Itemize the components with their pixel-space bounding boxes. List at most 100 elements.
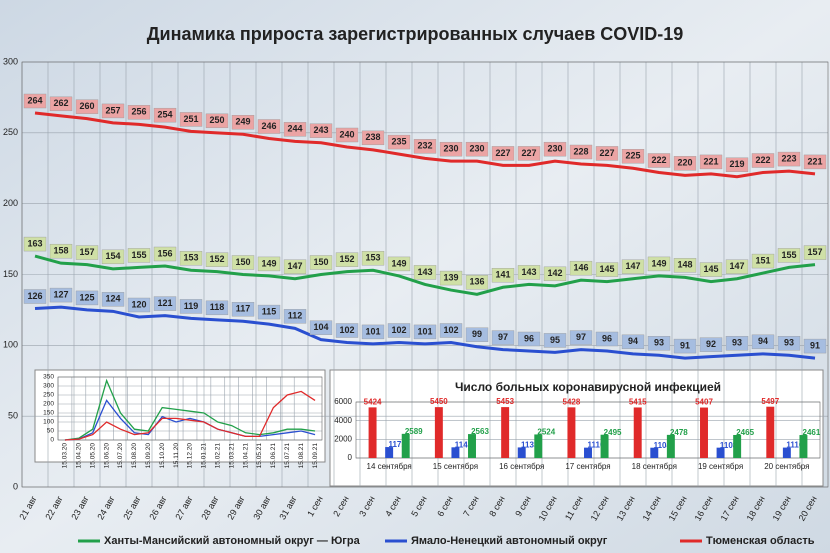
bar: [385, 447, 394, 458]
data-label-bg: [153, 246, 177, 262]
legend-label: Ханты-Мансийский автономный округ — Югра: [104, 535, 361, 547]
data-label-bg: [543, 141, 567, 157]
data-label: 149: [391, 258, 406, 268]
data-label: 152: [339, 254, 354, 264]
series-line: [34, 111, 816, 179]
plot-frame: [57, 376, 323, 441]
data-label-bg: [179, 112, 203, 127]
data-label-bg: [751, 153, 775, 168]
data-label-bg: [725, 336, 749, 351]
data-label: 254: [157, 110, 172, 120]
data-label-bg: [491, 146, 515, 161]
data-label-bg: [673, 338, 697, 354]
data-label: 150: [313, 257, 328, 267]
data-label: 141: [495, 270, 510, 280]
data-label-bg: [335, 323, 359, 338]
data-label: 235: [391, 136, 406, 146]
data-label: 2461: [803, 428, 821, 437]
x-tick-label: 15.12.20: [187, 443, 194, 469]
data-label-bg: [439, 270, 463, 286]
data-label: 1104: [654, 441, 672, 450]
data-label-bg: [361, 324, 385, 340]
x-tick-label: 15.07.20: [117, 443, 124, 469]
data-label-bg: [751, 334, 775, 350]
data-label-bg: [309, 255, 333, 270]
y-tick-label: 50: [47, 428, 55, 435]
data-label-bg: [803, 245, 827, 260]
data-label-bg: [49, 287, 73, 303]
data-label-bg: [283, 259, 307, 274]
data-label-bg: [699, 262, 723, 277]
data-label: 223: [781, 153, 796, 163]
data-label: 2465: [736, 428, 754, 437]
data-label-bg: [465, 327, 489, 342]
data-label-bg: [439, 323, 463, 338]
x-tick-label: 14 сентября: [367, 462, 412, 471]
data-label: 119: [184, 301, 199, 311]
bar: [517, 447, 526, 458]
data-label-bg: [127, 105, 151, 120]
data-label-bg: [127, 297, 151, 313]
data-label: 120: [131, 299, 146, 309]
data-label: 238: [365, 132, 380, 142]
data-label: 157: [807, 247, 822, 257]
y-tick-label: 150: [43, 410, 54, 417]
data-label-bg: [309, 123, 333, 138]
x-tick-label: 15.09.20: [145, 443, 152, 469]
data-label: 121: [157, 298, 172, 308]
data-label-bg: [751, 253, 775, 269]
data-label: 5453: [496, 397, 514, 406]
data-label: 249: [235, 117, 250, 127]
x-tick-label: 15.08.20: [131, 443, 138, 469]
bar: [766, 406, 775, 458]
bar: [567, 407, 576, 458]
x-tick-label: 15.10.20: [159, 443, 166, 469]
data-label-bg: [413, 265, 437, 280]
data-label: 91: [810, 340, 820, 350]
data-label: 227: [521, 148, 536, 158]
data-label: 5450: [430, 397, 448, 406]
data-label-bg: [517, 331, 541, 347]
bar: [584, 447, 592, 458]
data-label-bg: [283, 122, 307, 137]
data-label: 250: [209, 115, 224, 125]
data-label-bg: [595, 262, 619, 277]
data-label: 1145: [455, 440, 473, 449]
data-label: 5424: [364, 397, 382, 406]
x-tick-label: 15.04.21: [242, 443, 249, 469]
data-label: 222: [651, 155, 666, 165]
x-tick-label: 15.07.21: [284, 443, 291, 469]
data-label: 1108: [720, 441, 738, 450]
x-tick-label: 15.08.21: [298, 443, 305, 469]
data-label-bg: [673, 258, 697, 273]
x-tick-label: 15 сентября: [433, 462, 478, 471]
data-label: 257: [105, 105, 120, 115]
x-tick-label: 20 сентября: [764, 462, 809, 471]
x-tick-label: 15.06.21: [270, 443, 277, 469]
x-tick-label: 15.03.20: [62, 443, 69, 469]
data-label-bg: [621, 334, 645, 350]
data-label: 92: [706, 339, 716, 349]
y-tick-label: 150: [3, 269, 18, 279]
data-label-bg: [257, 304, 281, 320]
x-tick-label: 15.04.20: [76, 443, 83, 469]
data-label: 227: [599, 148, 614, 158]
data-label-bg: [23, 289, 47, 304]
data-label-bg: [387, 134, 411, 150]
bar: [782, 447, 791, 458]
bar: [534, 434, 543, 458]
data-label-bg: [231, 255, 255, 270]
data-label: 149: [261, 258, 276, 268]
x-tick-label: 19 сентября: [698, 462, 743, 471]
data-label-bg: [777, 248, 801, 263]
data-label: 228: [573, 146, 588, 156]
data-label: 225: [625, 151, 640, 161]
bar: [666, 434, 675, 458]
data-label: 101: [365, 326, 380, 336]
data-label: 1110: [588, 441, 605, 450]
data-label-bg: [673, 156, 697, 171]
data-label-bg: [361, 251, 385, 266]
data-label: 99: [472, 329, 482, 339]
data-label: 152: [209, 254, 224, 264]
